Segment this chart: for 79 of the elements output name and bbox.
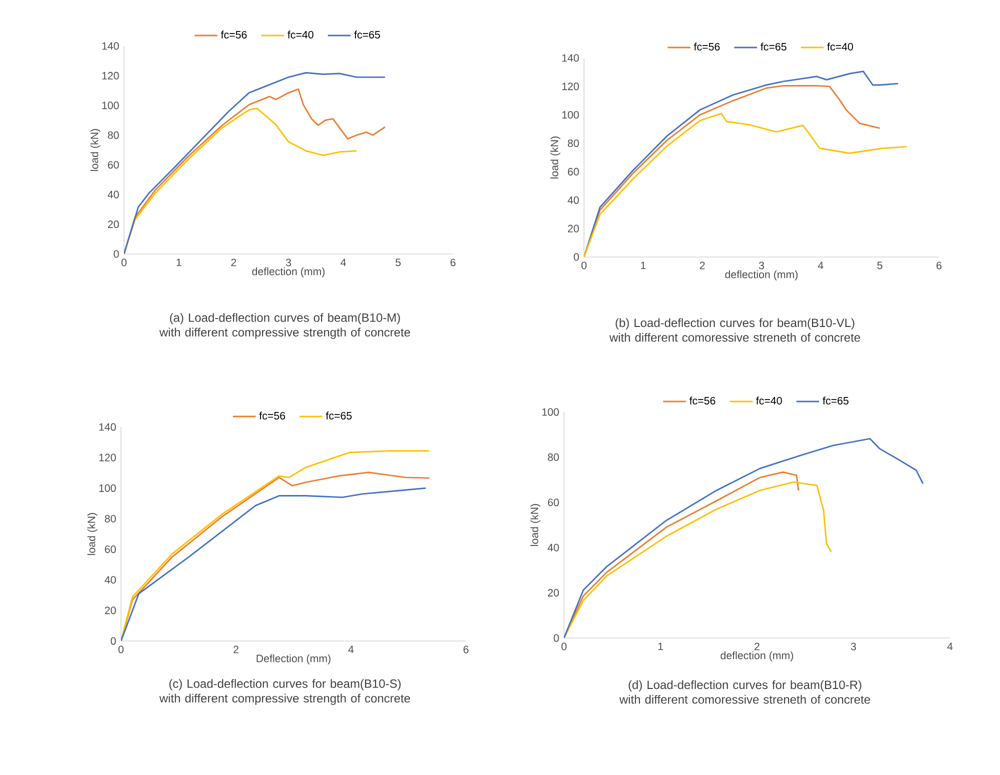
y-tick-label: 40 [108, 190, 119, 198]
x-tick-label: 4 [947, 642, 953, 650]
y-tick-label: 60 [548, 498, 559, 506]
y-tick-label: 100 [542, 408, 559, 416]
x-axis-title: deflection (mm) [720, 651, 794, 662]
x-tick-label: 2 [754, 642, 760, 650]
x-tick-label: 6 [450, 258, 456, 266]
y-tick-label: 80 [548, 453, 559, 461]
y-axis-title: load (kN) [87, 513, 98, 555]
x-tick-label: 4 [340, 258, 346, 266]
y-tick-label: 20 [548, 589, 559, 597]
y-tick-label: 100 [102, 102, 119, 110]
y-tick-label: 140 [99, 423, 116, 431]
y-tick-label: 60 [568, 168, 579, 176]
x-tick-label: 1 [176, 258, 182, 266]
x-tick-label: 6 [936, 262, 942, 270]
x-tick-label: 2 [700, 262, 705, 270]
x-tick-label: 0 [118, 646, 124, 654]
y-axis-title: load (kN) [90, 129, 100, 171]
x-tick-label: 1 [641, 262, 646, 270]
legend-label: fc=65 [822, 396, 848, 405]
x-tick-label: 5 [396, 258, 401, 266]
line-series [564, 481, 832, 638]
legend-label: fc=65 [326, 412, 352, 420]
y-tick-label: 120 [99, 454, 116, 462]
legend-label: fc=56 [220, 30, 247, 38]
y-tick-label: 140 [562, 54, 579, 62]
legend-label: fc=40 [288, 30, 314, 38]
y-tick-label: 40 [104, 576, 116, 584]
y-tick-label: 0 [554, 634, 559, 642]
x-tick-label: 2 [231, 258, 236, 266]
y-tick-label: 40 [568, 196, 579, 204]
x-tick-label: 0 [581, 262, 587, 270]
x-tick-label: 3 [850, 642, 856, 650]
y-tick-label: 80 [568, 140, 579, 148]
x-axis-title: deflection (mm) [725, 270, 798, 280]
y-tick-label: 120 [102, 72, 119, 80]
x-axis-title: deflection (mm) [252, 267, 325, 278]
x-tick-label: 2 [234, 646, 238, 654]
y-tick-label: 0 [110, 637, 116, 645]
y-tick-label: 0 [574, 253, 579, 261]
x-tick-label: 4 [348, 646, 354, 654]
x-tick-label: 5 [877, 262, 882, 270]
line-series [584, 112, 908, 257]
text: (d) Load-deflection curves for beam(B10-R) with different comoressive streneth of concrete [619, 680, 870, 704]
legend-label: fc=56 [694, 42, 720, 50]
legend-label: fc=56 [259, 412, 286, 420]
x-tick-label: 1 [658, 642, 663, 650]
x-tick-label: 6 [464, 646, 468, 654]
text: (c) Load-deflection curves for beam(B10-S) with different compressive strength of concrete [159, 679, 410, 705]
y-tick-label: 80 [104, 514, 116, 522]
y-axis-title: load (kN) [550, 136, 560, 178]
y-tick-label: 140 [102, 42, 119, 50]
legend-label: fc=65 [760, 42, 786, 50]
line-series [564, 438, 924, 638]
legend-label: fc=40 [756, 396, 782, 405]
y-tick-label: 100 [562, 111, 579, 119]
y-tick-label: 100 [99, 484, 116, 492]
line-series [124, 108, 358, 254]
y-tick-label: 0 [114, 250, 119, 258]
y-tick-label: 60 [108, 161, 119, 169]
y-tick-label: 40 [548, 544, 559, 552]
y-tick-label: 120 [562, 82, 579, 90]
y-tick-label: 20 [568, 224, 579, 232]
y-tick-label: 20 [104, 606, 116, 614]
legend-label: fc=65 [354, 30, 380, 38]
x-tick-label: 4 [818, 262, 824, 270]
x-tick-label: 3 [758, 262, 764, 270]
x-tick-label: 0 [121, 258, 127, 266]
legend-label: fc=40 [827, 42, 854, 50]
x-tick-label: 3 [286, 258, 291, 266]
y-tick-label: 20 [108, 220, 119, 228]
legend-label: fc=56 [689, 396, 716, 405]
text: (b) Load-deflection curves for beam(B10-VL) with different comoressive streneth of concrete [609, 318, 860, 342]
text: (a) Load-deflection curves of beam(B10-M) with different compressive strength of concrete [159, 313, 410, 339]
y-axis-title: load (kN) [530, 504, 540, 546]
x-axis-title: Deflection (mm) [256, 654, 330, 664]
y-tick-label: 80 [108, 131, 119, 139]
y-tick-label: 60 [104, 546, 116, 554]
